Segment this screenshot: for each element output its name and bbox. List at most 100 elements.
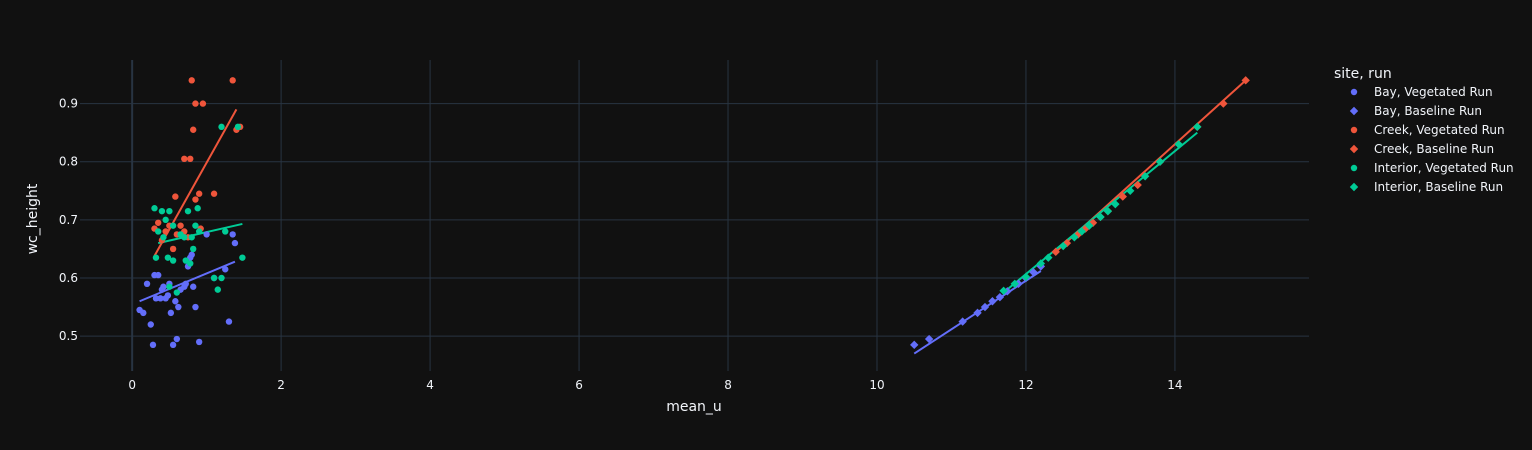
x-tick-label: 4 <box>426 378 434 392</box>
point-creek-vegetated-run <box>229 77 236 84</box>
point-interior-vegetated-run <box>218 274 225 282</box>
point-creek-baseline-run <box>1118 192 1127 201</box>
point-interior-baseline-run <box>1155 157 1165 166</box>
point-creek-baseline-run <box>1051 247 1060 257</box>
grid <box>80 60 1309 371</box>
point-creek-baseline-run <box>1133 180 1142 190</box>
x-tick-label: 14 <box>1167 378 1182 392</box>
point-bay-vegetated-run <box>157 295 164 302</box>
point-bay-vegetated-run <box>229 231 236 238</box>
point-bay-vegetated-run <box>173 335 181 343</box>
point-interior-vegetated-run <box>160 234 167 241</box>
point-creek-baseline-run <box>1219 99 1228 108</box>
point-interior-vegetated-run <box>190 245 197 253</box>
point-interior-vegetated-run <box>169 257 177 264</box>
legend-item-creek-vegetated-run[interactable]: Creek, Vegetated Run <box>1350 123 1505 137</box>
point-interior-vegetated-run <box>151 205 158 212</box>
x-tick-label: 12 <box>1018 378 1033 392</box>
point-creek-vegetated-run <box>187 155 194 163</box>
point-bay-vegetated-run <box>140 309 147 317</box>
point-interior-vegetated-run <box>222 228 229 235</box>
point-bay-vegetated-run <box>195 338 203 346</box>
point-bay-vegetated-run <box>203 231 210 238</box>
point-creek-baseline-run <box>1241 76 1250 85</box>
point-interior-vegetated-run <box>234 123 242 131</box>
point-creek-vegetated-run <box>192 100 199 107</box>
point-interior-baseline-run <box>1096 212 1105 222</box>
y-tick-label: 0.8 <box>59 155 78 169</box>
point-bay-vegetated-run <box>164 292 172 299</box>
legend-label: Interior, Vegetated Run <box>1374 161 1514 175</box>
point-interior-vegetated-run <box>239 254 246 261</box>
point-interior-vegetated-run <box>152 254 160 261</box>
point-creek-vegetated-run <box>169 245 177 253</box>
point-bay-vegetated-run <box>172 298 179 305</box>
point-interior-vegetated-run <box>195 228 203 235</box>
legend-item-interior-baseline-run[interactable]: Interior, Baseline Run <box>1349 180 1503 194</box>
point-interior-baseline-run <box>999 286 1008 295</box>
point-interior-vegetated-run <box>188 234 195 241</box>
legend-item-creek-baseline-run[interactable]: Creek, Baseline Run <box>1349 142 1494 156</box>
point-interior-vegetated-run <box>155 228 162 235</box>
legend-swatch-interior-baseline-run <box>1349 182 1359 192</box>
point-bay-vegetated-run <box>147 321 154 328</box>
point-interior-vegetated-run <box>218 123 225 131</box>
y-axis-title: wc_height <box>25 183 41 254</box>
point-interior-vegetated-run <box>164 254 172 261</box>
point-bay-vegetated-run <box>225 318 233 325</box>
point-creek-vegetated-run <box>192 196 199 203</box>
point-creek-baseline-run <box>1081 224 1090 233</box>
legend-label: Bay, Baseline Run <box>1374 104 1482 118</box>
legend-item-bay-baseline-run[interactable]: Bay, Baseline Run <box>1349 104 1482 118</box>
legend-swatch-interior-vegetated-run <box>1350 164 1358 172</box>
point-creek-baseline-run <box>1088 218 1098 227</box>
legend: site, run Bay, Vegetated Run Bay, Baselin… <box>1334 66 1514 194</box>
point-interior-baseline-run <box>1140 172 1150 181</box>
point-interior-baseline-run <box>1059 241 1068 251</box>
y-tick-label: 0.6 <box>59 271 78 285</box>
point-interior-baseline-run <box>1021 272 1031 282</box>
point-bay-baseline-run <box>910 340 919 350</box>
point-bay-vegetated-run <box>188 251 195 258</box>
point-creek-vegetated-run <box>195 190 203 197</box>
point-bay-vegetated-run <box>160 283 167 290</box>
legend-item-interior-vegetated-run[interactable]: Interior, Vegetated Run <box>1350 161 1514 175</box>
point-bay-vegetated-run <box>143 280 151 288</box>
point-interior-baseline-run <box>1174 140 1183 149</box>
x-axis-title: mean_u <box>666 399 722 415</box>
point-bay-vegetated-run <box>167 309 175 317</box>
point-bay-baseline-run <box>924 334 934 344</box>
point-interior-baseline-run <box>1085 221 1094 230</box>
point-bay-vegetated-run <box>222 266 229 273</box>
point-bay-vegetated-run <box>190 283 197 290</box>
x-tick-label: 6 <box>575 378 583 392</box>
legend-label: Bay, Vegetated Run <box>1374 85 1493 99</box>
point-interior-vegetated-run <box>192 222 199 229</box>
point-bay-baseline-run <box>958 317 967 326</box>
point-interior-vegetated-run <box>210 274 218 282</box>
point-bay-vegetated-run <box>149 341 157 349</box>
point-bay-vegetated-run <box>169 341 177 349</box>
legend-label: Interior, Baseline Run <box>1374 180 1503 194</box>
point-interior-baseline-run <box>1126 186 1135 195</box>
legend-swatch-bay-vegetated-run <box>1350 88 1358 96</box>
point-creek-vegetated-run <box>172 193 179 200</box>
legend-item-bay-vegetated-run[interactable]: Bay, Vegetated Run <box>1350 85 1493 99</box>
point-creek-vegetated-run <box>181 155 188 163</box>
trend-lines <box>139 79 1247 355</box>
point-interior-vegetated-run <box>214 286 221 293</box>
point-bay-vegetated-run <box>175 303 182 311</box>
legend-items: Bay, Vegetated Run Bay, Baseline Run Creek… <box>1349 85 1514 194</box>
point-creek-vegetated-run <box>199 100 207 107</box>
data-points <box>136 76 1250 350</box>
point-interior-baseline-run <box>1036 259 1046 268</box>
x-tick-label: 8 <box>724 378 732 392</box>
trend-line-interior-baseline-run <box>1002 131 1198 294</box>
point-bay-baseline-run <box>995 292 1005 302</box>
point-bay-baseline-run <box>980 302 990 312</box>
point-interior-vegetated-run <box>162 216 169 224</box>
point-interior-vegetated-run <box>158 207 166 215</box>
x-tick-label: 2 <box>277 378 285 392</box>
legend-swatch-creek-vegetated-run <box>1350 126 1358 134</box>
